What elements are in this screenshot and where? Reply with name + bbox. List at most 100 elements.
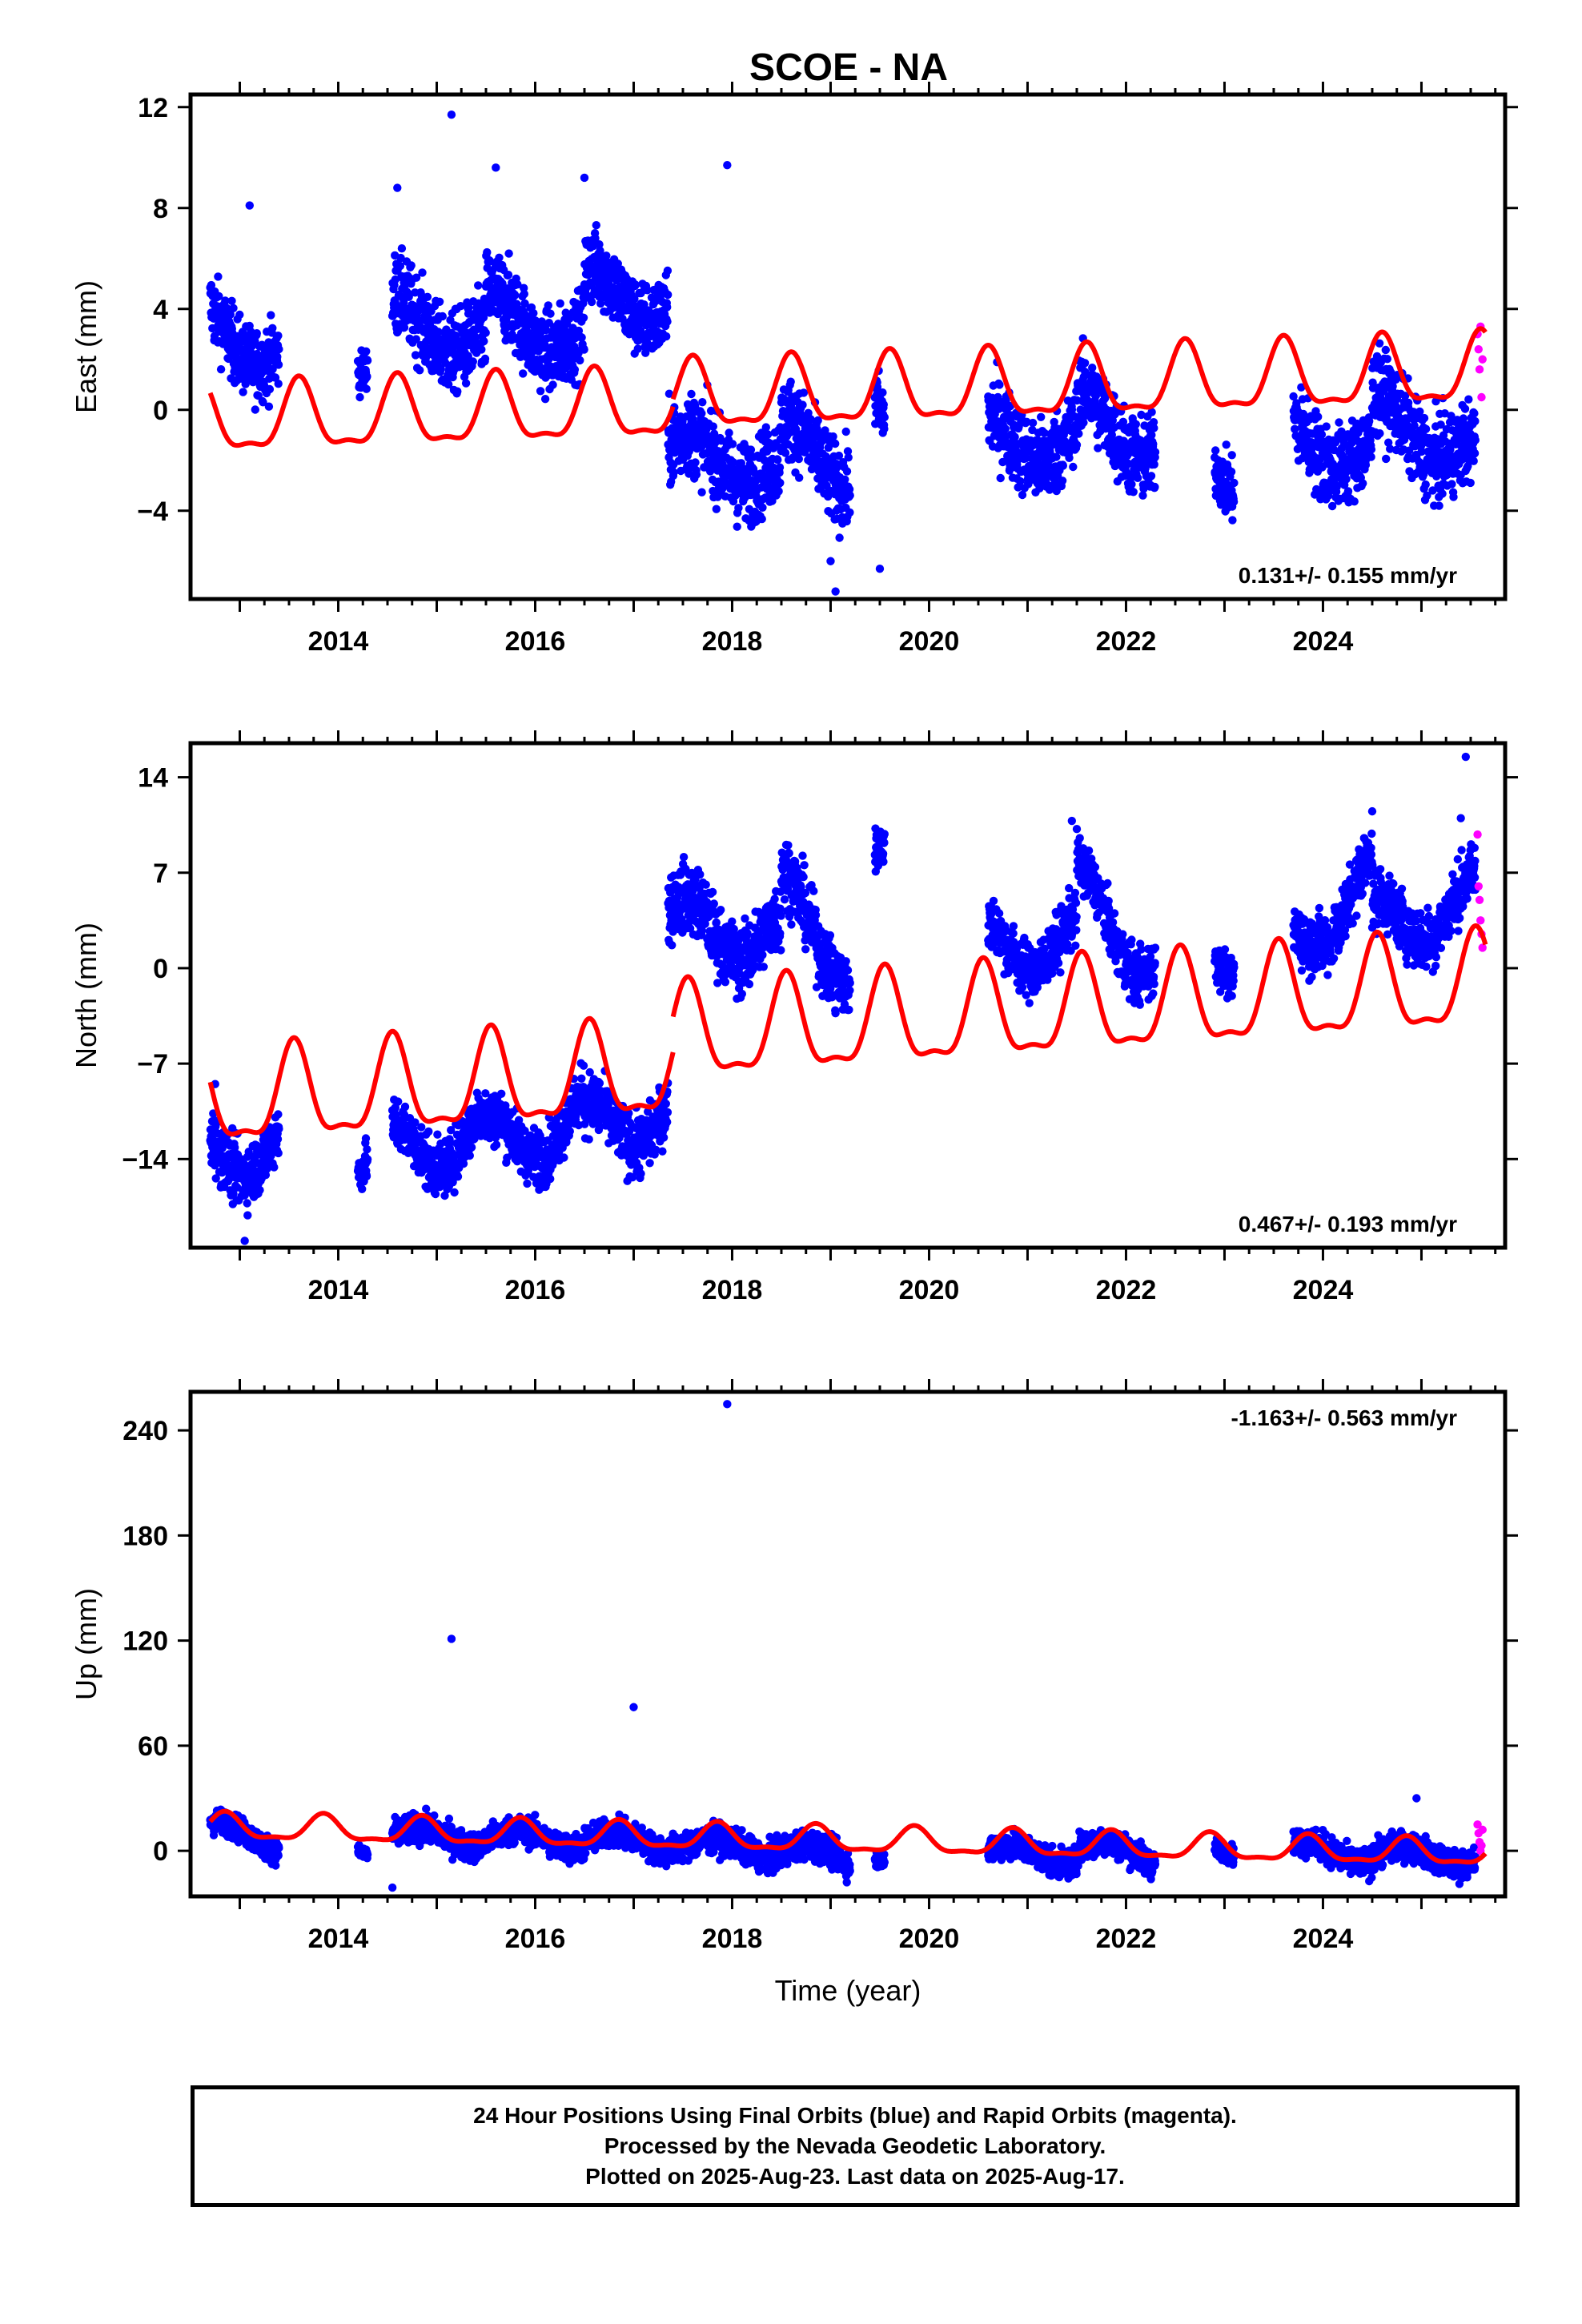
velocity-annotation: 0.131+/- 0.155 mm/yr (1239, 563, 1457, 588)
final-orbit-point (1342, 475, 1351, 484)
final-orbit-point (1037, 412, 1046, 421)
final-orbit-point (1150, 482, 1159, 492)
final-orbit-point (252, 329, 261, 338)
final-orbit-point (1045, 485, 1054, 494)
final-orbit-point (540, 395, 550, 404)
final-orbit-point (1415, 407, 1424, 416)
y-tick-label: −4 (137, 497, 168, 527)
final-orbit-point (1076, 405, 1085, 414)
final-orbit-point (728, 440, 737, 448)
final-orbit-point (661, 1100, 670, 1108)
final-orbit-point (845, 485, 854, 494)
final-orbit-point (762, 447, 772, 456)
final-orbit-point (596, 299, 605, 308)
final-orbit-point (1228, 516, 1237, 525)
final-orbit-point (363, 1145, 371, 1154)
final-orbit-point (1291, 424, 1299, 433)
final-orbit-point (273, 352, 282, 361)
final-orbit-point (687, 389, 696, 399)
final-orbit-outlier (245, 201, 254, 210)
final-orbit-point (541, 325, 551, 335)
final-orbit-outlier (492, 163, 500, 172)
final-orbit-point (584, 1135, 593, 1144)
final-orbit-point (1289, 392, 1298, 401)
final-orbit-point (1470, 448, 1480, 458)
final-orbit-point (577, 333, 586, 342)
final-orbit-point (216, 365, 226, 374)
final-orbit-point (689, 887, 697, 896)
final-orbit-point (523, 1179, 532, 1188)
final-orbit-point (404, 292, 413, 301)
final-orbit-point (529, 308, 538, 318)
final-orbit-point (585, 1068, 594, 1077)
final-orbit-point (1150, 448, 1160, 456)
final-orbit-point (412, 273, 421, 282)
final-orbit-point (781, 448, 790, 457)
final-orbit-point (274, 1148, 283, 1158)
final-orbit-point (773, 456, 782, 464)
final-orbit-point (843, 447, 853, 456)
final-orbit-point (548, 380, 557, 389)
final-orbit-point (1297, 383, 1306, 392)
final-orbit-point (761, 423, 770, 432)
final-orbit-point (1343, 487, 1353, 496)
final-orbit-point (604, 1100, 612, 1110)
final-orbit-point (602, 251, 611, 260)
final-orbit-point (652, 1145, 661, 1155)
x-tick-label: 2018 (702, 626, 763, 657)
final-orbit-point (786, 377, 795, 386)
final-orbit-point (361, 1134, 371, 1143)
final-orbit-point (485, 257, 495, 266)
final-orbit-point (274, 332, 283, 340)
final-orbit-point (435, 297, 444, 306)
final-orbit-point (483, 247, 492, 257)
final-orbit-point (1079, 418, 1088, 427)
final-orbit-point (835, 533, 844, 542)
final-orbit-outlier (393, 183, 402, 192)
plot-area (206, 111, 1488, 596)
final-orbit-point (1001, 424, 1010, 433)
y-tick-label: 8 (153, 194, 168, 224)
final-orbit-point (423, 292, 432, 301)
final-orbit-point (562, 1138, 571, 1147)
final-orbit-point (570, 365, 580, 374)
final-orbit-point (1459, 414, 1468, 423)
final-orbit-point (1129, 488, 1138, 497)
final-orbit-point (1409, 408, 1418, 416)
rapid-orbit-point (1478, 355, 1487, 364)
final-orbit-point (1410, 421, 1419, 430)
final-orbit-point (215, 292, 223, 301)
final-orbit-point (1464, 462, 1472, 471)
final-orbit-point (576, 356, 584, 365)
final-orbit-point (265, 384, 275, 394)
final-orbit-point (1335, 418, 1343, 427)
final-orbit-point (664, 290, 673, 300)
final-orbit-point (243, 1211, 252, 1220)
final-orbit-point (520, 289, 528, 299)
final-orbit-point (363, 356, 372, 365)
final-orbit-point (1421, 424, 1431, 433)
final-orbit-point (1149, 418, 1158, 427)
final-orbit-point (214, 272, 223, 281)
final-orbit-point (438, 312, 447, 321)
final-orbit-point (561, 364, 570, 373)
final-orbit-point (806, 415, 815, 424)
final-orbit-point (1149, 440, 1158, 448)
final-orbit-point (1466, 478, 1475, 488)
final-orbit-point (274, 360, 283, 369)
final-orbit-point (1419, 413, 1429, 423)
final-orbit-point (1094, 444, 1102, 452)
final-orbit-point (268, 324, 277, 332)
final-orbit-point (251, 405, 259, 414)
final-orbit-point (229, 304, 238, 312)
final-orbit-point (1227, 467, 1236, 476)
final-orbit-point (1361, 460, 1371, 469)
final-orbit-point (624, 1108, 633, 1118)
final-orbit-point (536, 387, 545, 396)
final-orbit-point (746, 445, 756, 454)
final-orbit-point (775, 463, 785, 472)
x-tick-label: 2016 (505, 626, 566, 657)
final-orbit-point (669, 468, 678, 477)
final-orbit-point (1138, 491, 1147, 500)
final-orbit-point (845, 508, 854, 517)
